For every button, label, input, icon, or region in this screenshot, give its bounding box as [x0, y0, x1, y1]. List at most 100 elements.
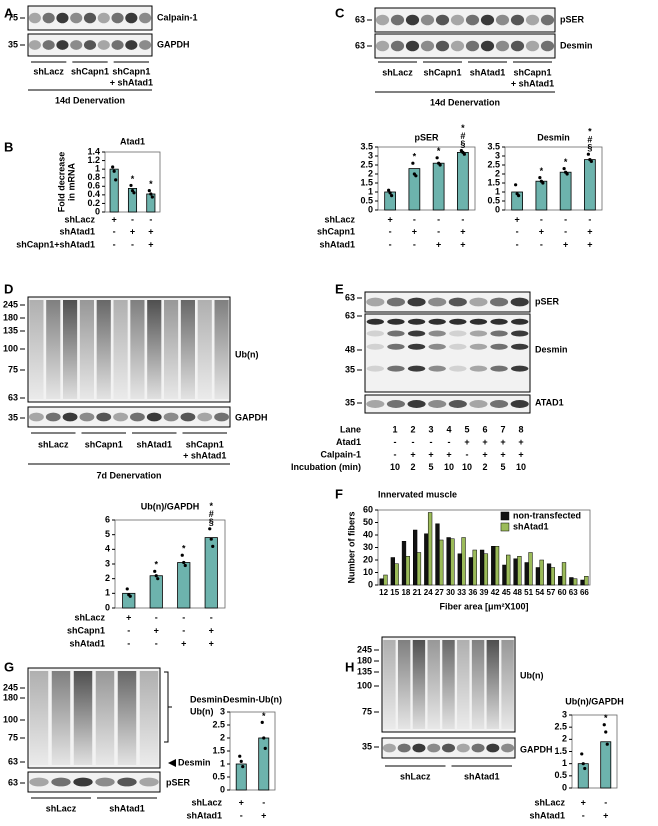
treatment-sign: - — [155, 612, 158, 622]
y-tick-label: 40 — [363, 529, 373, 539]
blot-band — [428, 318, 446, 325]
y-tick-label: 2 — [495, 168, 500, 178]
treatment-label: shLacz — [64, 214, 95, 224]
blot-band — [510, 14, 525, 26]
table-cell: 8 — [518, 424, 523, 434]
table-cell: 10 — [516, 462, 526, 472]
blot-band — [366, 297, 385, 307]
data-point — [149, 192, 153, 196]
treatment-sign: + — [412, 226, 417, 236]
bar — [580, 579, 585, 586]
marker-label: 100 — [3, 343, 18, 353]
bar — [204, 537, 218, 609]
y-tick-label: 4 — [105, 544, 110, 554]
treatment-label: shAtad1 — [529, 810, 565, 820]
marker-label: 180 — [357, 655, 372, 665]
blot-band — [95, 777, 115, 787]
bar — [584, 159, 596, 211]
blot-band — [510, 297, 529, 307]
table-cell: + — [500, 437, 505, 447]
bar — [558, 576, 563, 586]
treatment-sign: + — [460, 239, 465, 249]
y-tick-label: 0 — [495, 204, 500, 214]
blot-band — [375, 14, 390, 26]
data-point — [583, 766, 587, 771]
treatment-sign: + — [581, 797, 586, 807]
y-tick-label: 0.8 — [87, 172, 100, 182]
blot-band — [480, 14, 495, 26]
blot-band — [480, 40, 495, 52]
table-row-label: Incubation (min) — [291, 462, 361, 472]
blot-band — [387, 365, 405, 372]
table-cell: + — [518, 437, 523, 447]
blot-band — [386, 297, 406, 307]
marker-label: 35 — [8, 39, 18, 49]
plot-frame — [504, 146, 603, 211]
bar — [573, 578, 578, 586]
blot-band — [70, 40, 83, 50]
data-point — [414, 174, 418, 178]
treatment-sign: - — [262, 797, 265, 807]
treatment-sign: - — [516, 239, 519, 249]
blot-band — [139, 777, 159, 787]
data-point — [111, 165, 115, 169]
bar — [513, 558, 518, 586]
data-point — [239, 759, 243, 764]
blot-band — [450, 40, 465, 52]
blot-frame — [364, 291, 531, 313]
treatment-sign: - — [582, 810, 585, 820]
y-tick-label: 1.5 — [212, 745, 225, 755]
band-label: Desmin — [535, 344, 568, 354]
group-label: + shAtad1 — [110, 77, 153, 87]
y-tick-label: 0.5 — [487, 195, 500, 205]
table-cell: - — [430, 437, 433, 447]
significance-mark: § — [209, 517, 214, 527]
chart-title: Ub(n)/GAPDH — [565, 696, 624, 706]
chart-title: Ub(n)/GAPDH — [141, 501, 200, 511]
panel-label: B — [4, 139, 13, 154]
blot-band — [489, 297, 509, 307]
data-point — [263, 746, 267, 751]
group-label: shCapn1 — [71, 66, 109, 76]
blot-band — [62, 412, 78, 422]
band-label: Desmin — [178, 757, 211, 767]
y-tick-label: 1.5 — [554, 746, 567, 756]
bar — [457, 553, 462, 586]
blot-band — [511, 330, 529, 337]
treatment-sign: - — [210, 612, 213, 622]
x-tick-label: 51 — [524, 588, 533, 597]
x-tick-label: 12 — [379, 588, 388, 597]
blot-smear — [180, 300, 195, 399]
table-cell: 5 — [464, 424, 469, 434]
bar — [390, 557, 395, 586]
blot-smear — [412, 640, 426, 729]
group-label: shCapn1 — [112, 66, 150, 76]
legend-swatch — [500, 511, 510, 521]
band-label: pSER — [535, 296, 560, 306]
y-tick-label: 0 — [105, 602, 110, 612]
panel-label: H — [345, 659, 354, 674]
treatment-sign: - — [540, 239, 543, 249]
bar — [561, 562, 567, 586]
y-tick-label: 0 — [368, 579, 373, 589]
x-tick-label: 39 — [480, 588, 489, 597]
y-tick-label: 0.5 — [554, 770, 567, 780]
blot-smear — [29, 671, 49, 765]
data-point — [262, 736, 266, 740]
table-cell: + — [482, 449, 487, 459]
band-label: pSER — [166, 777, 191, 787]
y-tick-label: 2.5 — [554, 722, 567, 732]
blot-band — [525, 14, 540, 26]
blot-band — [525, 40, 540, 52]
blot-band — [490, 318, 508, 325]
treatment-sign: - — [149, 214, 152, 224]
group-label: shLacz — [382, 67, 413, 77]
y-tick-label: 1.5 — [360, 177, 373, 187]
data-point — [147, 188, 151, 193]
chart-title: Desmin-Ub(n) — [223, 694, 282, 704]
table-cell: 6 — [482, 424, 487, 434]
table-cell: + — [428, 449, 433, 459]
blot-smear — [383, 640, 396, 729]
marker-label: 75 — [8, 364, 18, 374]
